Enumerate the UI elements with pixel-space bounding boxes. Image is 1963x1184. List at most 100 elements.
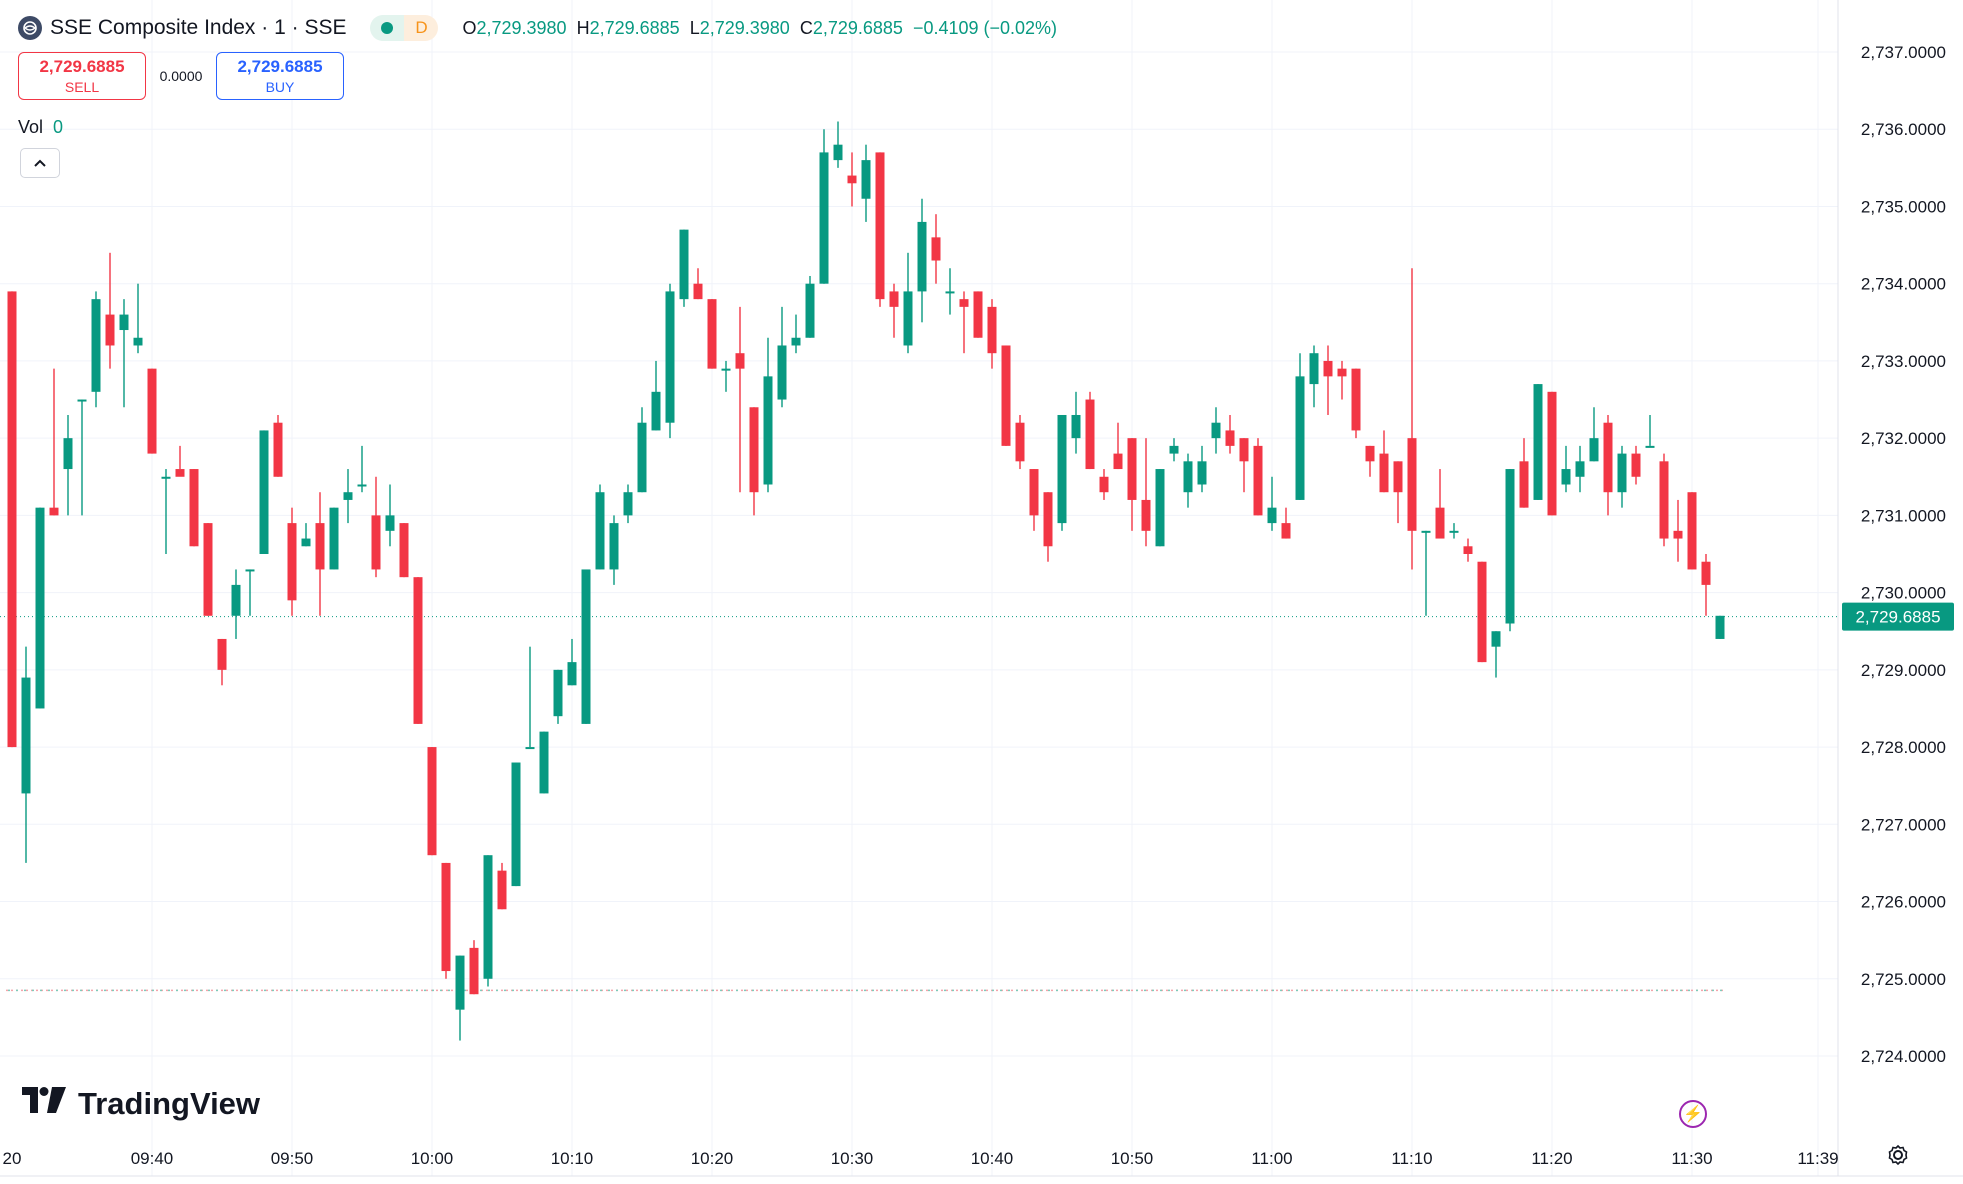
candle xyxy=(273,414,283,477)
candle-body xyxy=(959,299,969,307)
candle-body xyxy=(1603,422,1613,493)
candle-body xyxy=(1127,438,1137,500)
candle-body xyxy=(7,291,17,748)
candles xyxy=(7,121,1725,1041)
candle xyxy=(147,368,157,454)
sell-button[interactable]: 2,729.6885 SELL xyxy=(18,52,146,100)
y-tick-label: 2,735.0000 xyxy=(1861,197,1946,216)
y-tick-label: 2,737.0000 xyxy=(1861,43,1946,62)
y-tick-label: 2,725.0000 xyxy=(1861,970,1946,989)
y-tick-label: 2,736.0000 xyxy=(1861,120,1946,139)
candle xyxy=(119,299,129,408)
candle xyxy=(259,430,269,554)
candle xyxy=(483,855,493,987)
candle-body xyxy=(511,762,521,887)
candle xyxy=(329,507,339,570)
candle xyxy=(63,414,73,516)
x-tick-label: 11:10 xyxy=(1391,1149,1432,1168)
collapse-legend-button[interactable] xyxy=(20,148,60,178)
candle xyxy=(1239,438,1249,493)
candle-body xyxy=(1659,461,1669,539)
market-status-pill[interactable]: D xyxy=(370,15,439,41)
candle xyxy=(665,283,675,439)
candle xyxy=(133,283,143,354)
candle-body xyxy=(1379,453,1389,493)
x-tick-label: 10:00 xyxy=(411,1149,454,1168)
candle-body xyxy=(1295,376,1305,500)
candle xyxy=(1379,430,1389,493)
candle-body xyxy=(49,507,59,516)
candle xyxy=(441,862,451,979)
candle xyxy=(301,523,311,547)
candle xyxy=(1015,414,1025,470)
candle-body xyxy=(189,469,199,547)
x-tick-label: 10:50 xyxy=(1111,1149,1154,1168)
price-axis[interactable]: 2,724.0000 2,725.0000 2,726.0000 2,727.0000… xyxy=(1861,43,1946,1066)
lightning-icon[interactable]: ⚡ xyxy=(1679,1100,1707,1128)
settings-icon[interactable] xyxy=(1887,1144,1909,1172)
candle-body xyxy=(63,438,73,470)
buy-button[interactable]: 2,729.6885 BUY xyxy=(216,52,344,100)
candle-body xyxy=(203,523,213,616)
candle xyxy=(1197,445,1207,493)
y-tick-label: 2,731.0000 xyxy=(1861,506,1946,525)
interval-badge: D xyxy=(404,15,439,41)
candle xyxy=(1701,554,1711,616)
candle xyxy=(1435,469,1445,539)
candle xyxy=(651,360,661,431)
candle-body xyxy=(273,422,283,477)
candle xyxy=(1407,268,1417,570)
candle-body xyxy=(1211,422,1221,439)
candle-body xyxy=(595,492,605,570)
candle-body xyxy=(931,237,941,261)
logo-text: TradingView xyxy=(78,1086,261,1121)
candle xyxy=(637,407,647,493)
candle-body xyxy=(1547,391,1557,516)
candle xyxy=(1519,438,1529,508)
candle-body xyxy=(777,345,787,400)
candle xyxy=(189,469,199,547)
candle-body xyxy=(1463,546,1473,554)
candle-body xyxy=(763,376,773,485)
candle xyxy=(245,569,255,616)
candle xyxy=(889,283,899,338)
volume-label: Vol xyxy=(18,117,44,137)
candle xyxy=(1673,499,1683,562)
candle xyxy=(777,306,787,408)
tradingview-logo[interactable]: TradingView xyxy=(22,1086,260,1122)
candle-body xyxy=(77,399,87,402)
candle xyxy=(1365,445,1375,477)
candle-body xyxy=(441,862,451,972)
high-value: 2,729.6885 xyxy=(589,17,680,38)
candle-body xyxy=(1099,476,1109,493)
candle xyxy=(427,747,437,856)
candle xyxy=(1337,360,1347,400)
candle xyxy=(1449,523,1459,539)
candle-body xyxy=(483,855,493,979)
candle xyxy=(1183,453,1193,508)
candle xyxy=(175,445,185,477)
symbol-title[interactable]: SSE Composite Index · 1 · SSE xyxy=(50,16,347,39)
time-axis[interactable]: 20 09:40 09:50 10:00 10:10 10:20 10:30 10:40 10:… xyxy=(3,1149,1839,1168)
x-tick-label: 10:40 xyxy=(971,1149,1014,1168)
x-tick-label: 20 xyxy=(3,1149,22,1168)
candle xyxy=(511,762,521,887)
candle xyxy=(105,252,115,369)
candle-body xyxy=(1351,368,1361,431)
candle-body xyxy=(1505,469,1515,624)
candle-body xyxy=(21,677,31,794)
x-tick-label: 11:00 xyxy=(1251,1149,1292,1168)
candle xyxy=(819,129,829,284)
candle-body xyxy=(1057,414,1067,524)
candle xyxy=(763,337,773,493)
volume-legend[interactable]: Vol 0 xyxy=(18,117,63,138)
candle-body xyxy=(875,152,885,300)
candle-body xyxy=(1043,492,1053,547)
candle-body xyxy=(945,291,955,294)
x-tick-label: 10:30 xyxy=(831,1149,874,1168)
candle-body xyxy=(497,870,507,910)
candle xyxy=(833,121,843,168)
candle-body xyxy=(707,299,717,369)
candle xyxy=(1309,345,1319,408)
